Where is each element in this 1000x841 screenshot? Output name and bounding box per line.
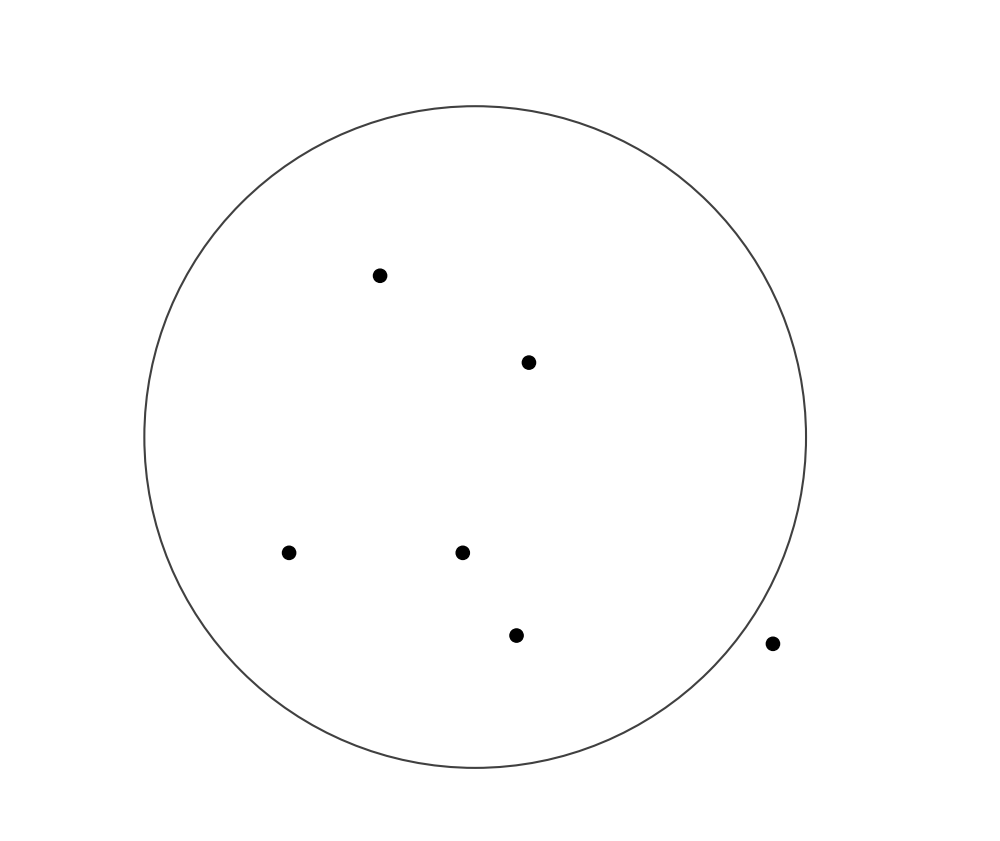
Circle shape [264,395,405,537]
Text: 711: 711 [151,572,246,679]
Text: 13: 13 [190,138,316,262]
Text: 11: 11 [186,287,308,415]
Text: 710: 710 [151,643,291,729]
Bar [177,511,459,595]
Circle shape [766,637,780,650]
Circle shape [456,546,469,559]
Circle shape [373,269,387,283]
Text: 24: 24 [734,411,897,430]
Bar [177,205,459,420]
Bar [479,205,500,595]
Bar [467,598,789,681]
Bar [459,205,479,595]
Text: 15: 15 [496,51,521,194]
Text: 71: 71 [161,411,218,530]
Circle shape [282,546,296,559]
Circle shape [510,629,523,643]
Bar [177,420,459,511]
Circle shape [522,356,536,369]
